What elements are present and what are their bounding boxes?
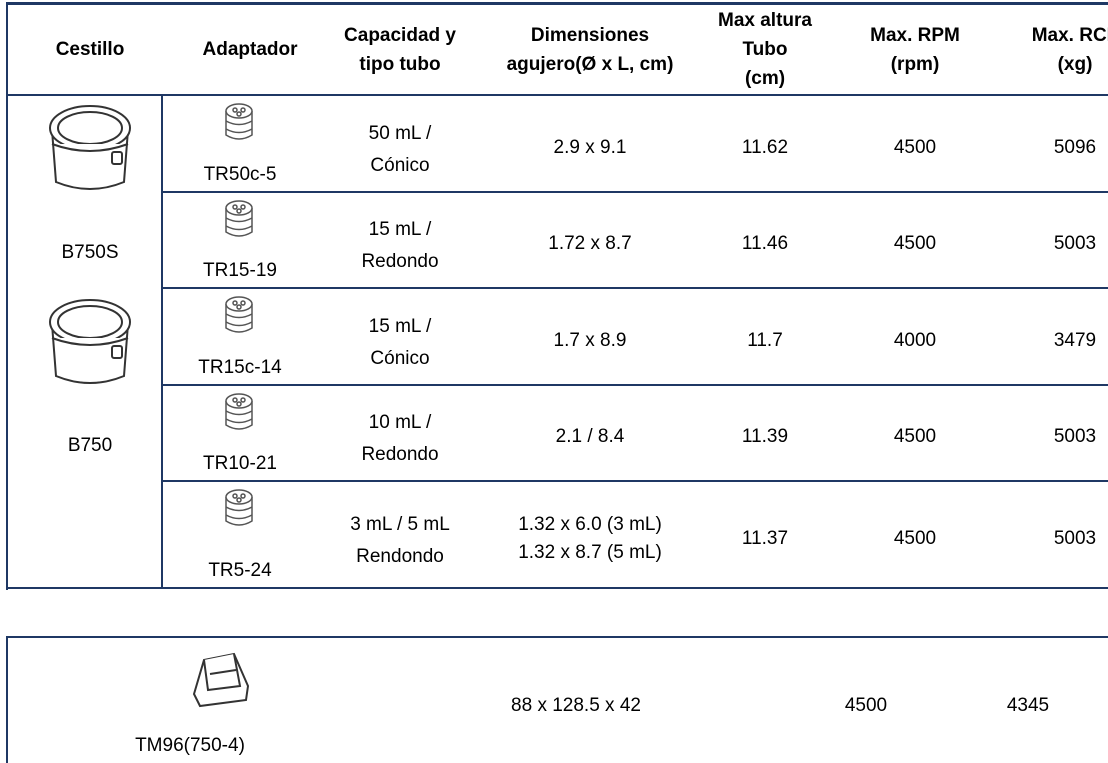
capacity: 50 mL / (368, 122, 432, 144)
capacity: Redondo (361, 251, 439, 272)
adapter-label: TR15c-14 (198, 357, 282, 378)
adapter-icon (225, 200, 253, 237)
rcf: 5003 (1053, 233, 1097, 254)
rpm: 4500 (893, 426, 937, 447)
table-border (7, 587, 1108, 589)
header-cell: Capacidad y (344, 24, 456, 46)
header-cell: Dimensiones (530, 24, 650, 46)
dimensions: 1.7 x 8.9 (553, 329, 627, 351)
rcf: 5096 (1053, 136, 1097, 158)
rcf: 3479 (1053, 329, 1097, 351)
capacity: Cónico (370, 154, 430, 176)
capacity: 15 mL / (368, 315, 432, 337)
dimensions: 1.72 x 8.7 (548, 233, 632, 254)
header-cell: tipo tubo (359, 53, 441, 75)
table-border (7, 2, 1108, 5)
adapter-label: TR5-24 (208, 560, 272, 581)
capacity: 15 mL / (368, 219, 432, 240)
plate-carrier-icon (192, 652, 250, 708)
capacity: 3 mL / 5 mL (350, 513, 450, 535)
capacity: Cónico (370, 347, 430, 369)
rpm: 4500 (893, 233, 937, 254)
row-border (162, 191, 1108, 193)
dimensions: 2.1 / 8.4 (555, 426, 625, 447)
dimensions: 2.9 x 9.1 (553, 136, 627, 158)
table-border (161, 95, 163, 588)
row-border (162, 287, 1108, 289)
adapter-label: TR50c-5 (203, 164, 277, 185)
height: 11.62 (741, 136, 789, 158)
header-cell: (xg) (1057, 53, 1093, 75)
table-border (7, 94, 1108, 96)
capacity: 10 mL / (368, 412, 432, 433)
rpm: 4500 (893, 527, 937, 549)
header-cell: Max altura (718, 10, 812, 31)
header-cell: Adaptador (202, 39, 298, 60)
bucket-icon (49, 299, 131, 384)
row-border (162, 480, 1108, 482)
header-cell: Max. RPM (870, 24, 960, 46)
header-cell: (rpm) (890, 53, 940, 75)
rcf: 5003 (1053, 527, 1097, 549)
dimensions: 1.32 x 8.7 (5 mL) (518, 541, 662, 563)
height: 11.7 (747, 329, 783, 351)
header-cell: agujero(Ø x L, cm) (506, 53, 674, 75)
rpm: 4000 (893, 329, 937, 351)
rpm: 4500 (844, 695, 888, 716)
height: 11.39 (741, 426, 789, 447)
dimensions: 1.32 x 6.0 (3 mL) (518, 513, 662, 535)
bucket-label: B750 (67, 435, 113, 456)
adapter-icon (225, 489, 253, 526)
rcf: 4345 (1006, 695, 1050, 716)
bucket-icon (49, 105, 131, 190)
rpm: 4500 (893, 136, 937, 158)
header-cell: Cestillo (55, 39, 125, 60)
capacity: Rendondo (356, 545, 444, 567)
adapter-label: TR10-21 (203, 453, 277, 474)
header-cell: Tubo (742, 39, 788, 60)
height: 11.46 (741, 233, 789, 254)
table-border (6, 636, 8, 763)
dimensions: 88 x 128.5 x 42 (511, 695, 641, 716)
adapter-icon (225, 103, 253, 140)
rcf: 5003 (1053, 426, 1097, 447)
row-border (162, 384, 1108, 386)
bucket-label: B750S (61, 242, 119, 263)
height: 11.37 (741, 527, 789, 549)
header-cell: (cm) (744, 68, 786, 89)
adapter-icon (225, 393, 253, 430)
adapter-label: TR15-19 (203, 260, 277, 281)
capacity: Redondo (361, 444, 439, 465)
adapter-icon (225, 296, 253, 333)
table-border (6, 2, 8, 590)
label: TM96(750-4) (135, 735, 245, 756)
table-border (7, 636, 1108, 638)
header-cell: Max. RCF (1031, 24, 1108, 46)
